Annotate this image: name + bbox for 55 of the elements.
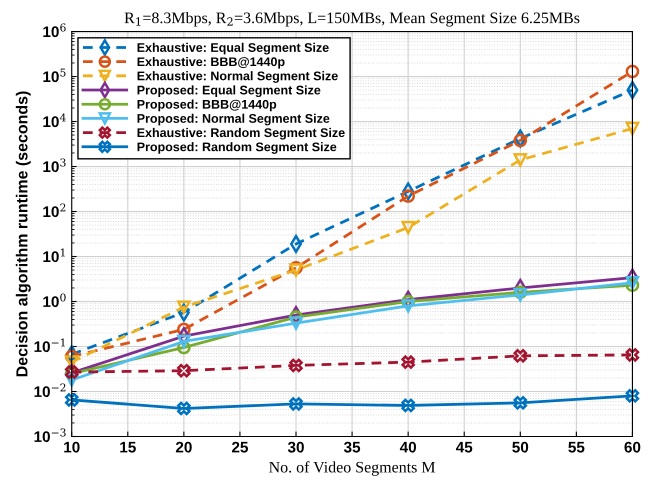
legend-label: Proposed: BBB@1440p <box>138 100 276 112</box>
legend-label: Proposed: Equal Segment Size <box>138 85 320 98</box>
x-tick-label: 55 <box>568 442 584 453</box>
y-tick-label: 10$^{6}$ <box>43 23 66 38</box>
x-tick-label: 20 <box>176 442 192 453</box>
point <box>289 316 303 330</box>
point <box>626 389 640 403</box>
legend-label: Proposed: Random Segment Size <box>138 142 336 154</box>
y-tick-label: 10$^{5}$ <box>43 68 66 82</box>
y-tick-label: 10$^{−1}$ <box>34 338 65 352</box>
x-tick-label: 15 <box>120 442 136 453</box>
x-tick-label: 25 <box>232 442 248 453</box>
y-tick-label: 10$^{4}$ <box>43 113 66 128</box>
x-tick-label: 40 <box>400 442 416 453</box>
x-tick-label: 30 <box>288 442 304 453</box>
x-tick-label: 35 <box>344 442 360 453</box>
x-tick-label: 10 <box>64 442 80 453</box>
legend-label: Exhaustive: Random Segment Size <box>138 128 345 140</box>
x-tick-label: 60 <box>624 442 640 453</box>
point <box>401 398 415 412</box>
x-tick-label: 50 <box>512 442 528 453</box>
y-tick-label: 10$^{2}$ <box>43 203 66 218</box>
point <box>513 349 528 363</box>
point <box>177 300 191 314</box>
point <box>289 358 303 372</box>
legend-label: Proposed: Normal Segment Size <box>138 114 330 126</box>
point <box>513 134 528 148</box>
point <box>513 288 528 302</box>
point <box>64 393 79 407</box>
point <box>177 334 191 348</box>
point <box>177 364 191 378</box>
point <box>401 220 415 234</box>
point <box>401 355 415 369</box>
y-tick-label: 10$^{1}$ <box>43 248 65 262</box>
legend-label: Exhaustive: Equal Segment Size <box>138 42 329 54</box>
legend-label: Exhaustive: BBB@1440p <box>138 56 285 69</box>
point <box>289 397 303 411</box>
y-tick-label: 10$^{3}$ <box>43 158 66 172</box>
y-axis-title: Decision algorithm runtime (seconds) <box>16 91 31 376</box>
point <box>177 402 191 416</box>
point <box>626 348 640 362</box>
point <box>513 153 528 167</box>
y-tick-label: 10$^{−2}$ <box>34 383 66 398</box>
point <box>401 189 415 203</box>
point <box>513 396 528 410</box>
x-tick-label: 45 <box>456 442 472 453</box>
point <box>626 64 640 78</box>
point <box>626 122 640 136</box>
y-tick-label: 10$^{0}$ <box>43 293 66 308</box>
legend-label: Exhaustive: Normal Segment Size <box>138 71 338 83</box>
point <box>626 276 640 290</box>
x-axis-title: No. of Video Segments M <box>269 461 436 476</box>
point <box>401 299 415 313</box>
y-tick-label: 10$^{−3}$ <box>34 428 66 442</box>
chart-title: R$_{1}$=8.3Mbps, R$_{2}$=3.6Mbps, L=150MBs, Mean Segment Size 6.25MBs <box>124 12 580 27</box>
